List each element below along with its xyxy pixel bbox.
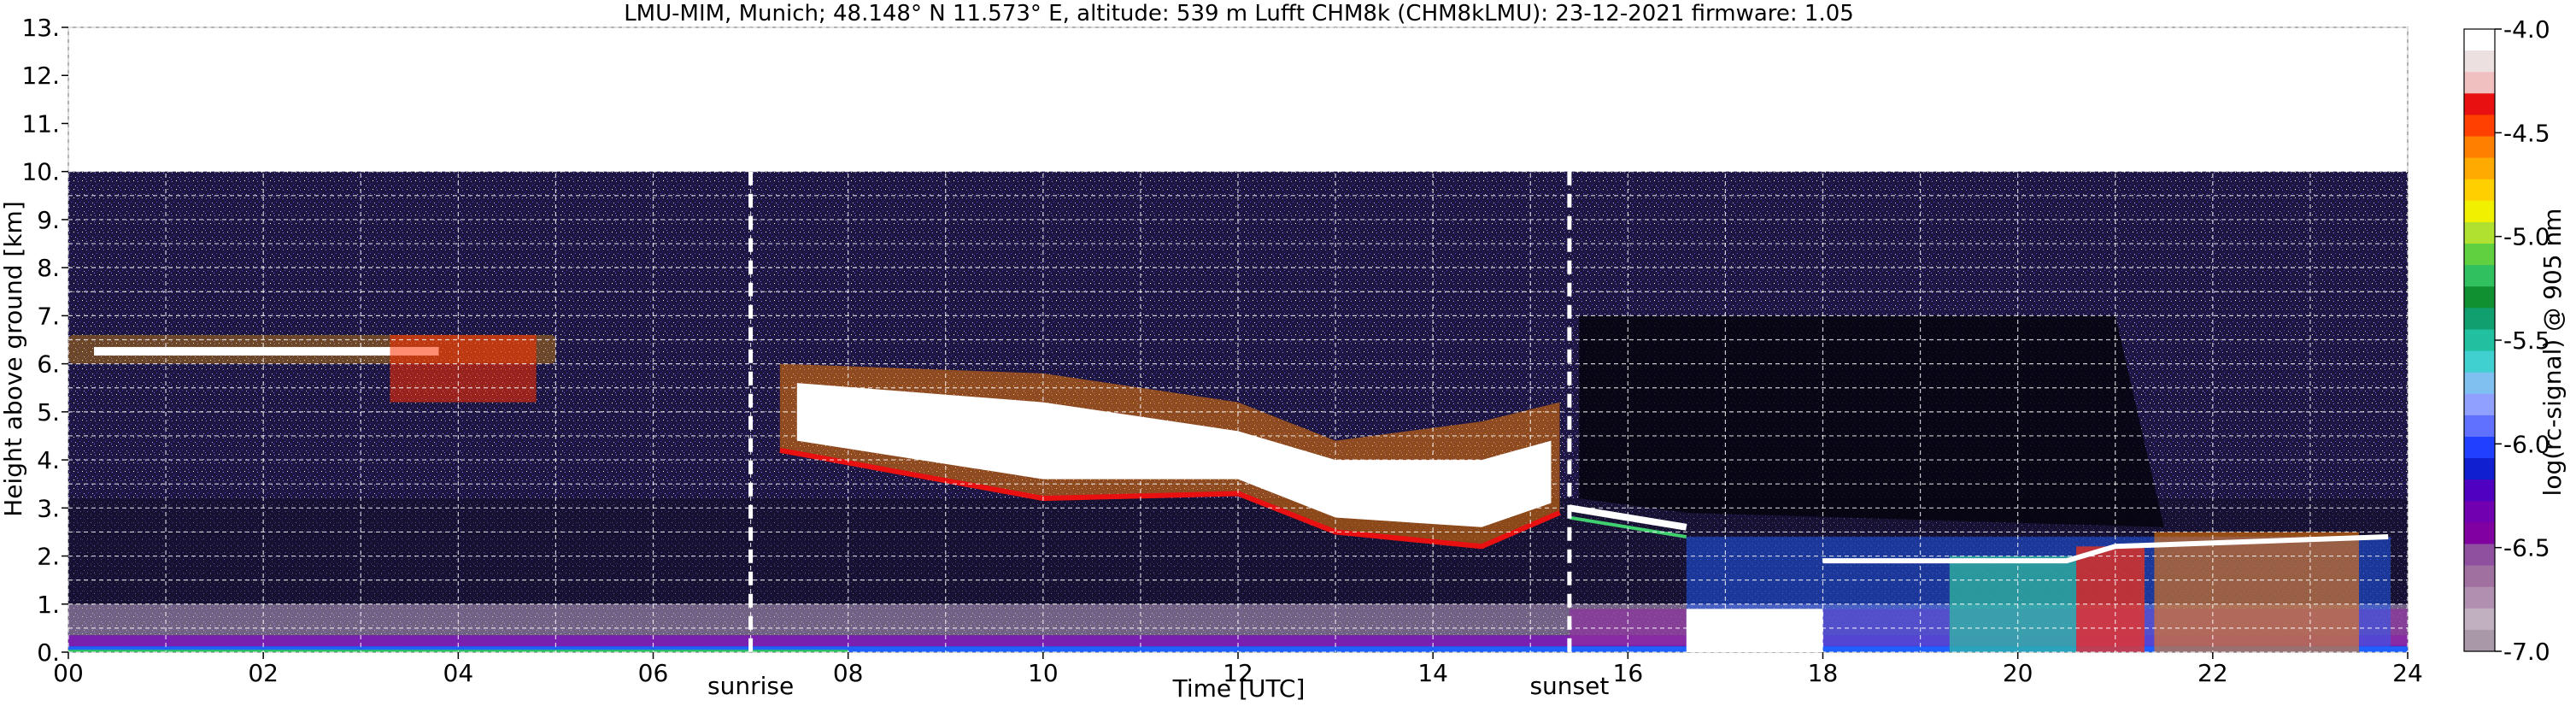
y-tick-label: 7. [37, 302, 60, 330]
sunrise-annotation: sunrise [707, 672, 794, 700]
chart-title: LMU-MIM, Munich; 48.148° N 11.573° E, al… [624, 1, 1854, 26]
y-tick-label: 8. [37, 254, 60, 282]
grid-lines [67, 26, 2409, 653]
y-tick-label: 0. [37, 638, 60, 667]
colorbar-swatch [2464, 629, 2495, 652]
colorbar-swatch [2464, 179, 2495, 202]
colorbar-swatch [2464, 136, 2495, 159]
colorbar-swatch [2464, 329, 2495, 352]
y-axis: 0. 1. 2. 3. 4. 5. 6. 7. 8. 9. 10. 11. 12. 13. [21, 14, 68, 667]
x-tick-label: 10 [1028, 659, 1059, 687]
cloud-top-line [1822, 534, 2389, 564]
colorbar-swatch [2464, 501, 2495, 523]
colorbar-swatch [2464, 308, 2495, 331]
x-tick-label: 22 [2198, 659, 2228, 687]
colorbar-swatch [2464, 200, 2495, 223]
y-tick-label: 1. [37, 591, 60, 619]
cloud-patch [390, 334, 537, 403]
colorbar-swatch [2464, 29, 2495, 51]
y-axis-label: Height above ground [km] [0, 201, 27, 517]
y-tick-label: 13. [21, 14, 60, 42]
colorbar-tick-label: -5.5 [2503, 327, 2550, 355]
colorbar-swatch [2464, 244, 2495, 266]
colorbar-tick-label: -6.5 [2503, 534, 2550, 562]
cloud-core [94, 346, 439, 356]
colorbar [2463, 28, 2496, 652]
colorbar-swatch [2464, 50, 2495, 73]
y-tick-label: 10. [21, 158, 60, 186]
x-axis: 00 02 04 06 08 10 12 14 16 18 20 22 24 [53, 652, 2423, 687]
colorbar-swatch [2464, 72, 2495, 94]
y-tick-label: 4. [37, 446, 60, 474]
colorbar-swatch [2464, 157, 2495, 180]
y-tick-label: 5. [37, 398, 60, 427]
colorbar-swatch [2464, 372, 2495, 395]
ground-band [68, 646, 2408, 652]
colorbar-swatch [2464, 436, 2495, 459]
x-tick-label: 18 [1808, 659, 1839, 687]
sunset-annotation: sunset [1529, 672, 1609, 700]
colorbar-swatch [2464, 586, 2495, 609]
colorbar-tick-label: -4.0 [2503, 15, 2550, 44]
colorbar-swatch [2464, 221, 2495, 244]
x-axis-label: Time [UTC] [1172, 674, 1306, 703]
x-tick-label: 16 [1613, 659, 1644, 687]
y-tick-label: 2. [37, 543, 60, 571]
x-tick-label: 04 [443, 659, 474, 687]
y-tick-label: 11. [21, 109, 60, 138]
y-tick-label: 6. [37, 350, 60, 379]
colorbar-tick-label: -4.5 [2503, 119, 2550, 147]
x-tick-label: 20 [2003, 659, 2033, 687]
x-tick-label: 08 [833, 659, 864, 687]
x-tick-label: 02 [248, 659, 279, 687]
colorbar-swatch [2464, 565, 2495, 588]
colorbar-swatch [2464, 522, 2495, 545]
cloud-layer [1686, 532, 2391, 652]
precip-core [1686, 609, 1823, 652]
colorbar-ticks: -4.0 -4.5 -5.0 -5.5 -6.0 -6.5 -7.0 [2495, 15, 2550, 666]
y-tick-label: 9. [37, 206, 60, 234]
colorbar-swatch [2464, 265, 2495, 287]
colorbar-swatch [2464, 93, 2495, 116]
cloud-edge [1569, 515, 1687, 539]
colorbar-swatch [2464, 393, 2495, 416]
y-tick-label: 3. [37, 494, 60, 522]
colorbar-swatch [2464, 479, 2495, 502]
x-tick-label: 12 [1223, 659, 1253, 687]
clear-sky-region [1579, 315, 2164, 527]
cloud-layer [779, 363, 1561, 550]
x-tick-label: 06 [638, 659, 669, 687]
x-tick-label: 00 [53, 659, 84, 687]
y-tick-label: 12. [21, 62, 60, 90]
colorbar-swatch [2464, 458, 2495, 480]
colorbar-swatch [2464, 544, 2495, 567]
cloud-layer [1569, 504, 1687, 539]
colorbar-swatch [2464, 350, 2495, 374]
x-tick-label: 24 [2392, 659, 2423, 687]
colorbar-tick-label: -7.0 [2503, 638, 2550, 666]
sun-lines [748, 171, 1572, 652]
colorbar-tick-label: -5.0 [2503, 223, 2550, 251]
cloud-core [796, 383, 1552, 527]
colorbar-swatch [2464, 415, 2495, 438]
colorbar-tick-label: -6.0 [2503, 430, 2550, 458]
colorbar-label: log(rc-signal) @ 905 nm [2538, 209, 2567, 497]
colorbar-swatch [2464, 286, 2495, 309]
x-tick-label: 14 [1417, 659, 1448, 687]
colorbar-swatch [2464, 115, 2495, 138]
cloud-core [1569, 504, 1687, 531]
cloud-base-edge [779, 447, 1561, 550]
colorbar-swatch [2464, 608, 2495, 631]
precip-patch [2154, 532, 2359, 652]
precip-patch [2076, 546, 2145, 652]
cloud-layer [68, 334, 556, 403]
